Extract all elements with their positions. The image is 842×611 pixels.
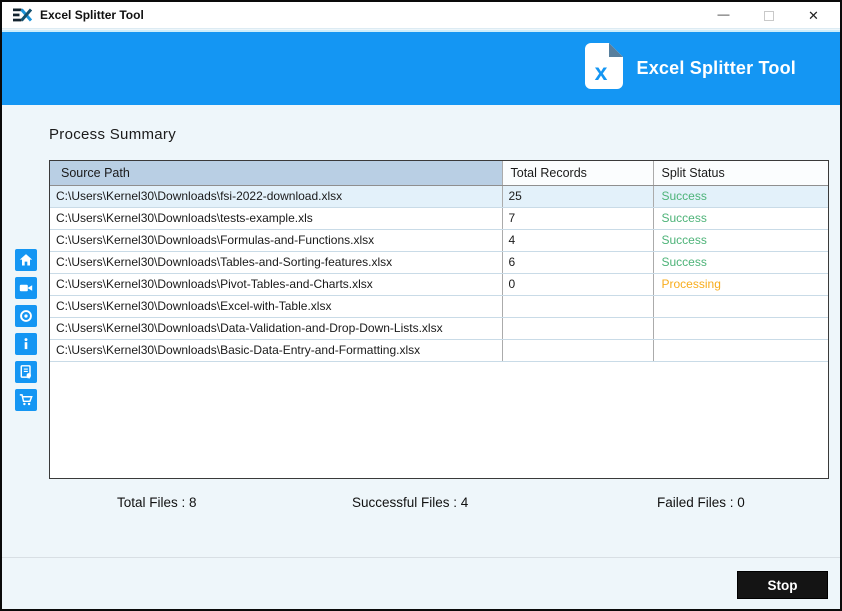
cell-split-status xyxy=(653,295,828,318)
cell-split-status: Success xyxy=(653,185,828,208)
table-row[interactable]: C:\Users\Kernel30\Downloads\Excel-with-T… xyxy=(50,295,828,318)
footer-divider xyxy=(2,557,840,558)
minimize-icon: — xyxy=(717,6,730,21)
cell-total-records: 7 xyxy=(502,207,654,230)
column-source-path[interactable]: Source Path xyxy=(50,161,503,186)
cell-split-status: Success xyxy=(653,207,828,230)
sidebar-home-button[interactable] xyxy=(15,249,37,271)
cell-split-status: Success xyxy=(653,251,828,274)
window-controls: — ✕ xyxy=(701,2,836,29)
excel-file-icon: x xyxy=(584,43,623,94)
sidebar-info-button[interactable] xyxy=(15,333,37,355)
cart-icon xyxy=(18,392,34,408)
total-files-stat: Total Files : 8 xyxy=(117,495,197,510)
table-body: C:\Users\Kernel30\Downloads\fsi-2022-dow… xyxy=(50,185,828,362)
cell-total-records xyxy=(502,295,654,318)
cell-split-status: Success xyxy=(653,229,828,252)
license-icon xyxy=(18,364,34,380)
app-logo-icon xyxy=(13,8,32,22)
process-table: Source Path Total Records Split Status C… xyxy=(49,160,829,479)
maximize-icon xyxy=(763,10,774,21)
home-icon xyxy=(18,252,34,268)
app-header: x Excel Splitter Tool xyxy=(2,30,840,105)
cell-total-records: 25 xyxy=(502,185,654,208)
sidebar-video-button[interactable] xyxy=(15,277,37,299)
table-row[interactable]: C:\Users\Kernel30\Downloads\Formulas-and… xyxy=(50,229,828,252)
page-title: Process Summary xyxy=(49,126,177,143)
close-button[interactable]: ✕ xyxy=(791,2,836,29)
sidebar-license-button[interactable] xyxy=(15,361,37,383)
support-icon xyxy=(18,308,34,324)
cell-total-records xyxy=(502,317,654,340)
column-split-status[interactable]: Split Status xyxy=(653,161,828,186)
cell-source-path: C:\Users\Kernel30\Downloads\Data-Validat… xyxy=(50,317,503,340)
table-row[interactable]: C:\Users\Kernel30\Downloads\Pivot-Tables… xyxy=(50,273,828,296)
cell-split-status: Processing xyxy=(653,273,828,296)
successful-files-stat: Successful Files : 4 xyxy=(352,495,469,510)
maximize-button[interactable] xyxy=(746,2,791,29)
table-row[interactable]: C:\Users\Kernel30\Downloads\Basic-Data-E… xyxy=(50,339,828,362)
sidebar-cart-button[interactable] xyxy=(15,389,37,411)
table-row[interactable]: C:\Users\Kernel30\Downloads\Data-Validat… xyxy=(50,317,828,340)
minimize-button[interactable]: — xyxy=(701,2,746,29)
column-total-records[interactable]: Total Records xyxy=(502,161,654,186)
stop-button[interactable]: Stop xyxy=(737,571,828,599)
table-row[interactable]: C:\Users\Kernel30\Downloads\Tables-and-S… xyxy=(50,251,828,274)
cell-source-path: C:\Users\Kernel30\Downloads\fsi-2022-dow… xyxy=(50,185,503,208)
video-icon xyxy=(18,280,34,296)
cell-source-path: C:\Users\Kernel30\Downloads\Formulas-and… xyxy=(50,229,503,252)
table-header-row: Source Path Total Records Split Status xyxy=(50,161,828,186)
cell-source-path: C:\Users\Kernel30\Downloads\Pivot-Tables… xyxy=(50,273,503,296)
cell-total-records xyxy=(502,339,654,362)
cell-source-path: C:\Users\Kernel30\Downloads\Tables-and-S… xyxy=(50,251,503,274)
sidebar-support-button[interactable] xyxy=(15,305,37,327)
titlebar: Excel Splitter Tool — ✕ xyxy=(2,2,840,29)
cell-total-records: 4 xyxy=(502,229,654,252)
info-icon xyxy=(18,336,34,352)
cell-split-status xyxy=(653,339,828,362)
brand: x Excel Splitter Tool xyxy=(584,43,797,94)
svg-text:x: x xyxy=(594,59,607,85)
cell-source-path: C:\Users\Kernel30\Downloads\Excel-with-T… xyxy=(50,295,503,318)
cell-total-records: 6 xyxy=(502,251,654,274)
failed-files-stat: Failed Files : 0 xyxy=(657,495,745,510)
cell-source-path: C:\Users\Kernel30\Downloads\Basic-Data-E… xyxy=(50,339,503,362)
cell-total-records: 0 xyxy=(502,273,654,296)
app-name: Excel Splitter Tool xyxy=(636,58,796,78)
cell-split-status xyxy=(653,317,828,340)
close-icon: ✕ xyxy=(808,7,819,23)
table-row[interactable]: C:\Users\Kernel30\Downloads\tests-exampl… xyxy=(50,207,828,230)
cell-source-path: C:\Users\Kernel30\Downloads\tests-exampl… xyxy=(50,207,503,230)
window-title: Excel Splitter Tool xyxy=(40,8,144,22)
table-row[interactable]: C:\Users\Kernel30\Downloads\fsi-2022-dow… xyxy=(50,185,828,208)
